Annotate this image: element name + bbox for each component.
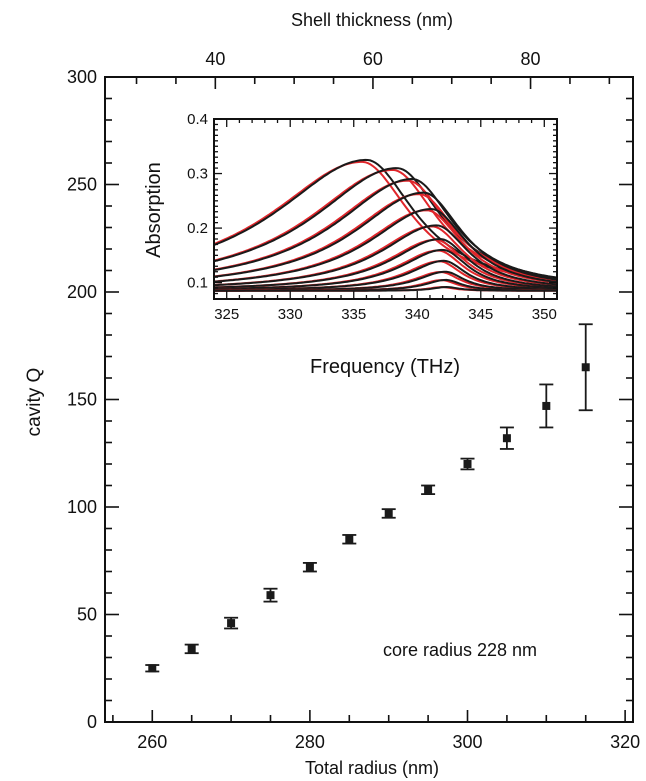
inset-series-black-line (214, 224, 557, 287)
y-tick-label: 150 (67, 390, 97, 410)
top-tick-label: 60 (363, 49, 383, 69)
data-point (463, 460, 472, 468)
data-point (384, 509, 393, 518)
inset-curves (214, 158, 557, 292)
inset-x-tick-label: 350 (532, 306, 557, 323)
top-tick-label: 80 (521, 49, 541, 69)
main-axis-ticks: 260 280 300 320 40 60 80 0 50 100 150 200 250 300 (67, 49, 640, 752)
inset-curve-group (214, 158, 557, 292)
data-point (305, 563, 314, 572)
core-radius-annotation: core radius 228 nm (383, 640, 537, 660)
inset-frame (213, 118, 558, 300)
inset-y-axis-title: Absorption (143, 162, 165, 258)
data-point (187, 644, 196, 653)
inset-y-tick-label: 0.1 (187, 275, 208, 292)
x-tick-label: 260 (137, 732, 167, 752)
inset-x-tick-label: 335 (341, 306, 366, 323)
x-tick-label: 320 (610, 732, 640, 752)
data-point (542, 401, 551, 410)
inset-x-axis-title: Frequency (THz) (310, 356, 460, 378)
inset-series-black-line (214, 207, 557, 284)
data-point (227, 619, 236, 628)
inset-series-black-line (214, 191, 557, 281)
data-point (148, 664, 157, 673)
top-axis-title: Shell thickness (nm) (291, 10, 453, 30)
inset-y-tick-label: 0.2 (187, 220, 208, 237)
inset-y-tick-label: 0.4 (187, 111, 208, 128)
inset-axis-ticks: 325 330 335 340 345 350 0.1 0.2 0.3 0.4 (187, 111, 557, 323)
x-axis-title: Total radius (nm) (305, 758, 439, 778)
x-tick-label: 280 (295, 732, 325, 752)
top-tick-label: 40 (205, 49, 225, 69)
y-tick-label: 200 (67, 282, 97, 302)
inset-x-tick-label: 340 (405, 306, 430, 323)
inset-x-tick-label: 345 (468, 306, 493, 323)
data-point (581, 363, 590, 372)
data-point (502, 434, 511, 443)
y-tick-label: 300 (67, 67, 97, 87)
y-tick-label: 50 (77, 605, 97, 625)
data-point (345, 535, 354, 544)
inset-series-black-line (214, 285, 557, 292)
y-tick-label: 100 (67, 497, 97, 517)
inset-x-tick-label: 330 (278, 306, 303, 323)
main-data-points (145, 323, 593, 673)
inset-y-tick-label: 0.3 (187, 166, 208, 183)
inset-series-black-line (214, 177, 557, 280)
data-point (266, 591, 275, 600)
y-axis-title: cavity Q (24, 368, 45, 437)
y-tick-label: 250 (67, 175, 97, 195)
data-point (424, 485, 433, 494)
y-tick-label: 0 (87, 712, 97, 732)
inset-series-black-line (214, 248, 557, 290)
x-tick-label: 300 (452, 732, 482, 752)
inset-x-tick-label: 325 (214, 306, 239, 323)
inset-series-black-line (214, 237, 557, 289)
